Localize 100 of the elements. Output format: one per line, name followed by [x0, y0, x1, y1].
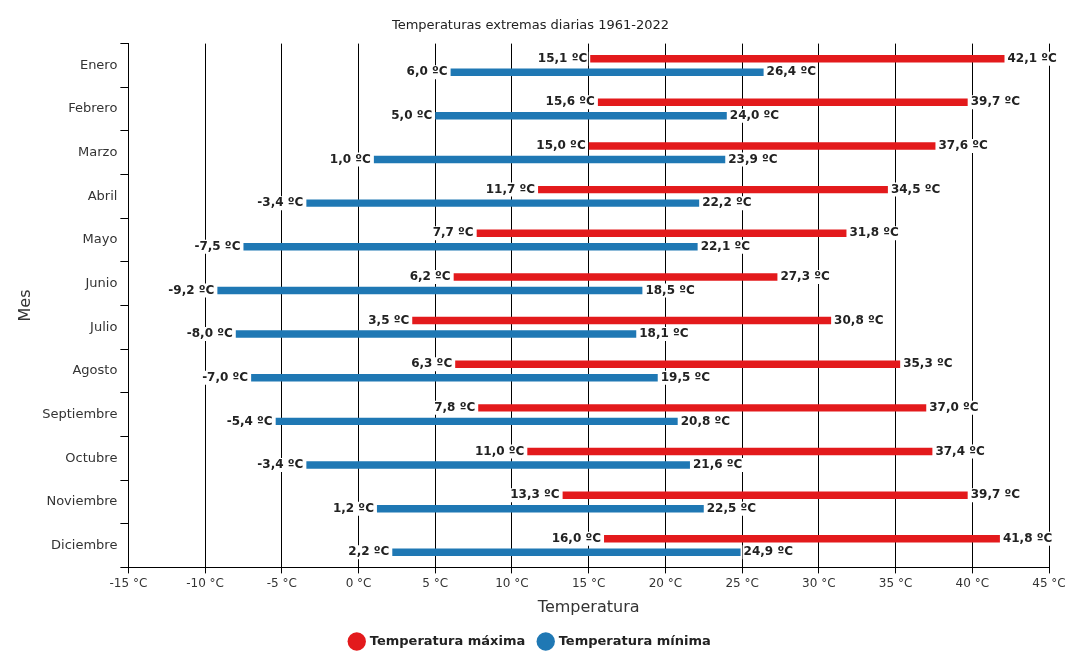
text: 20,8 ºC	[680, 413, 731, 428]
y-tick-label: Enero	[79, 56, 118, 72]
x-tick-label: 5 °C	[422, 575, 449, 590]
text: 3,5 ºC	[368, 312, 410, 327]
bar	[373, 155, 726, 164]
text: 22,1 ºC	[700, 238, 750, 253]
x-axis-title: Temperatura	[536, 596, 640, 616]
bar	[435, 112, 727, 120]
text: 15,1 ºC	[537, 50, 588, 65]
bar	[453, 273, 778, 281]
bar	[588, 142, 936, 150]
y-tick-label: Abril	[87, 187, 118, 203]
y-axis-title: Mes	[14, 289, 34, 322]
text: 24,9 ºC	[743, 544, 793, 559]
y-tick-label: Agosto	[72, 362, 118, 378]
text: -8,0 ºC	[186, 326, 233, 341]
y-tick-label: Febrero	[68, 100, 118, 116]
bar	[251, 374, 658, 382]
text: 6,3 ºC	[411, 356, 453, 371]
chart-title: Temperaturas extremas diarias 1961-2022	[390, 17, 670, 33]
text: -3,4 ºC	[257, 195, 304, 210]
x-tick-label: 25 °C	[725, 575, 759, 590]
bar	[538, 185, 888, 194]
text: 16,0 ºC	[551, 530, 602, 545]
text: 37,6 ºC	[938, 138, 988, 153]
text: 34,5 ºC	[890, 181, 941, 196]
text: 23,9 ºC	[728, 151, 778, 166]
bar	[235, 330, 637, 338]
text: 7,7 ºC	[432, 225, 474, 240]
text: 6,2 ºC	[409, 269, 451, 284]
text: 37,0 ºC	[929, 399, 979, 414]
x-tick-label: 45 °C	[1032, 575, 1066, 590]
text: -7,5 ºC	[194, 238, 241, 253]
bar	[597, 98, 968, 107]
text: 42,1 ºC	[1007, 50, 1057, 65]
text: 6,0 ºC	[406, 64, 448, 79]
x-tick-label: 20 °C	[648, 575, 683, 590]
x-tick-label: 10 °C	[495, 575, 529, 590]
x-tick-label: 0 °C	[345, 575, 372, 590]
x-tick-label: 30 °C	[802, 575, 836, 590]
y-tick-label: Octubre	[65, 449, 118, 465]
y-tick-label: Septiembre	[42, 406, 118, 421]
text: 27,3 ºC	[780, 269, 830, 284]
legend-label: Temperatura máxima	[369, 632, 526, 648]
text: 35,3 ºC	[903, 356, 953, 371]
y-tick-label: Diciembre	[51, 536, 118, 552]
text: 37,4 ºC	[935, 443, 985, 458]
text: 39,7 ºC	[970, 94, 1021, 109]
text: 13,3 ºC	[510, 487, 560, 502]
bar	[590, 54, 1005, 63]
y-tick-label: Junio	[84, 275, 118, 291]
legend-label: Temperatura mínima	[558, 632, 711, 648]
y-tick-label: Julio	[89, 318, 118, 334]
text: 19,5 ºC	[660, 369, 711, 384]
text: 22,5 ºC	[706, 500, 757, 515]
text: 15,6 ºC	[545, 94, 595, 109]
bar	[217, 286, 643, 295]
y-tick-label: Mayo	[82, 231, 118, 247]
bar	[476, 229, 847, 237]
bar	[275, 417, 678, 426]
text: 1,0 ºC	[329, 151, 371, 166]
text: 11,7 ºC	[485, 181, 536, 196]
text: 7,8 ºC	[434, 399, 476, 414]
bar	[562, 491, 968, 499]
bar	[376, 504, 704, 513]
text: 24,0 ºC	[729, 107, 780, 122]
bar	[455, 360, 901, 368]
text: -5,4 ºC	[226, 413, 273, 428]
bar	[306, 461, 690, 469]
text: 11,0 ºC	[474, 443, 525, 458]
x-tick-label: 35 °C	[878, 575, 913, 590]
text: 18,5 ºC	[645, 282, 695, 297]
x-tick-label: -5 °C	[266, 575, 297, 590]
text: 41,8 ºC	[1002, 530, 1053, 545]
text: 26,4 ºC	[766, 64, 816, 79]
x-tick-label: -10 °C	[186, 575, 224, 590]
text: 22,2 ºC	[702, 195, 752, 210]
text: 31,8 ºC	[849, 225, 899, 240]
text: -9,2 ºC	[168, 282, 215, 297]
bar	[412, 316, 832, 325]
text: -7,0 ºC	[202, 369, 249, 384]
bar	[527, 447, 933, 456]
bar	[450, 68, 764, 76]
text: 39,7 ºC	[970, 487, 1021, 502]
y-tick-label: Marzo	[78, 144, 118, 160]
x-tick-label: 15 °C	[571, 575, 606, 590]
bar	[604, 535, 1000, 543]
x-tick-label: -15 °C	[109, 575, 148, 590]
text: 18,1 ºC	[639, 326, 689, 341]
text: 5,0 ºC	[391, 107, 433, 122]
bar	[478, 404, 927, 412]
bar	[306, 199, 700, 207]
text: 1,2 ºC	[332, 500, 374, 515]
x-tick-label: 40 °C	[955, 575, 990, 590]
text: 2,2 ºC	[348, 544, 390, 559]
bar	[392, 548, 741, 557]
text: 30,8 ºC	[834, 312, 884, 327]
y-tick-label: Noviembre	[46, 493, 118, 509]
text: -3,4 ºC	[257, 457, 304, 472]
text: 15,0 ºC	[536, 138, 586, 153]
